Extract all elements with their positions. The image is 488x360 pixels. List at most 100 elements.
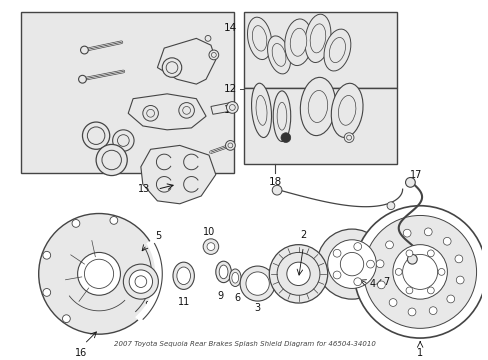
Circle shape — [340, 252, 363, 276]
Text: 6: 6 — [234, 293, 240, 303]
Circle shape — [443, 237, 450, 245]
Circle shape — [385, 241, 393, 249]
Text: 7: 7 — [383, 276, 388, 287]
Text: 10: 10 — [203, 227, 215, 237]
Ellipse shape — [290, 28, 306, 56]
Circle shape — [39, 213, 159, 334]
Circle shape — [87, 127, 104, 144]
Ellipse shape — [273, 91, 290, 141]
Circle shape — [388, 299, 396, 306]
Circle shape — [332, 271, 340, 279]
Text: 13: 13 — [138, 184, 150, 194]
Ellipse shape — [300, 77, 335, 136]
Circle shape — [405, 250, 412, 257]
Circle shape — [424, 228, 431, 236]
Ellipse shape — [251, 83, 271, 138]
Circle shape — [110, 216, 118, 224]
Circle shape — [43, 288, 51, 296]
Circle shape — [204, 35, 210, 41]
Text: 16: 16 — [75, 348, 87, 358]
Polygon shape — [244, 12, 396, 88]
Ellipse shape — [307, 90, 327, 122]
Circle shape — [79, 75, 86, 83]
Circle shape — [208, 50, 218, 60]
Circle shape — [366, 260, 374, 268]
Ellipse shape — [231, 273, 238, 283]
Text: 15: 15 — [223, 105, 236, 115]
Ellipse shape — [330, 83, 362, 138]
Circle shape — [403, 229, 410, 237]
Circle shape — [162, 58, 182, 77]
Circle shape — [269, 245, 327, 303]
Circle shape — [240, 266, 275, 301]
Ellipse shape — [219, 265, 227, 279]
Text: 12: 12 — [223, 84, 236, 94]
Polygon shape — [157, 39, 215, 84]
Ellipse shape — [252, 26, 266, 51]
Circle shape — [245, 272, 269, 295]
Circle shape — [227, 143, 232, 148]
Ellipse shape — [338, 95, 355, 125]
Circle shape — [332, 249, 340, 257]
Circle shape — [206, 243, 214, 251]
Ellipse shape — [284, 19, 312, 66]
Polygon shape — [210, 103, 235, 114]
Circle shape — [281, 133, 290, 143]
Circle shape — [117, 135, 129, 147]
Polygon shape — [141, 145, 215, 204]
Ellipse shape — [177, 267, 190, 284]
Ellipse shape — [229, 269, 241, 287]
Circle shape — [123, 264, 158, 299]
Circle shape — [272, 185, 282, 195]
Circle shape — [183, 107, 190, 114]
Circle shape — [363, 216, 476, 328]
Text: 17: 17 — [409, 170, 422, 180]
Text: 8: 8 — [144, 301, 150, 311]
Circle shape — [402, 255, 437, 289]
Text: 11: 11 — [177, 297, 189, 307]
Circle shape — [407, 255, 416, 264]
Polygon shape — [21, 12, 234, 173]
Ellipse shape — [267, 36, 290, 74]
Text: 2007 Toyota Sequoia Rear Brakes Splash Shield Diagram for 46504-34010: 2007 Toyota Sequoia Rear Brakes Splash S… — [113, 341, 375, 347]
Circle shape — [394, 269, 401, 275]
Text: 4: 4 — [369, 279, 375, 289]
Text: 5: 5 — [155, 231, 162, 241]
Circle shape — [129, 270, 152, 293]
Text: 18: 18 — [268, 176, 282, 186]
Ellipse shape — [256, 95, 266, 125]
Ellipse shape — [324, 29, 350, 71]
Text: 1: 1 — [416, 348, 422, 358]
Ellipse shape — [215, 261, 231, 283]
Circle shape — [78, 252, 120, 295]
Polygon shape — [244, 88, 396, 164]
Circle shape — [82, 122, 109, 149]
Circle shape — [446, 295, 454, 303]
Ellipse shape — [247, 17, 271, 59]
Circle shape — [407, 308, 415, 316]
Ellipse shape — [305, 14, 330, 63]
Circle shape — [427, 287, 433, 294]
Circle shape — [135, 276, 146, 288]
Circle shape — [437, 269, 444, 275]
Circle shape — [229, 104, 235, 111]
Circle shape — [428, 307, 436, 315]
Circle shape — [203, 239, 218, 255]
Circle shape — [102, 150, 121, 170]
Polygon shape — [128, 94, 205, 130]
Circle shape — [226, 102, 238, 113]
Circle shape — [405, 287, 412, 294]
Ellipse shape — [329, 37, 345, 63]
Circle shape — [316, 229, 386, 299]
Circle shape — [166, 62, 178, 73]
Ellipse shape — [309, 24, 325, 53]
Circle shape — [377, 281, 385, 289]
Circle shape — [405, 177, 414, 187]
Circle shape — [454, 255, 462, 263]
Circle shape — [211, 53, 216, 57]
Circle shape — [72, 220, 80, 227]
Circle shape — [179, 103, 194, 118]
Circle shape — [327, 240, 376, 288]
Circle shape — [286, 262, 309, 285]
Circle shape — [353, 243, 361, 251]
